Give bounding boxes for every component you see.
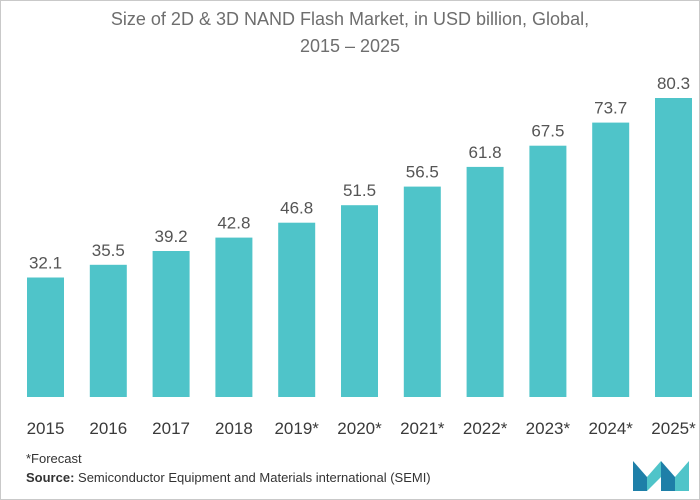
mordor-logo-icon	[633, 461, 689, 491]
x-tick-label: 2020*	[337, 419, 382, 438]
value-label: 51.5	[343, 181, 376, 200]
x-tick-label: 2023*	[526, 419, 571, 438]
value-label: 67.5	[531, 122, 564, 141]
value-label: 39.2	[155, 227, 188, 246]
x-tick-label: 2025*	[651, 419, 696, 438]
value-label: 42.8	[217, 214, 250, 233]
value-label: 56.5	[406, 163, 439, 182]
value-label: 35.5	[92, 241, 125, 260]
bar-2023*	[529, 145, 567, 397]
chart-title-line-1: Size of 2D & 3D NAND Flash Market, in US…	[110, 9, 590, 29]
bar-2016	[89, 264, 127, 397]
x-tick-label: 2021*	[400, 419, 445, 438]
bar-2022*	[466, 166, 504, 397]
value-label: 73.7	[594, 99, 627, 118]
x-tick-label: 2024*	[588, 419, 633, 438]
x-tick-label: 2017	[152, 419, 190, 438]
x-tick-label: 2018	[215, 419, 253, 438]
x-tick-label: 2016	[89, 419, 127, 438]
source-note: Source: Semiconductor Equipment and Mate…	[26, 470, 431, 485]
bar-2024*	[592, 122, 630, 397]
x-tick-label: 2015	[27, 419, 65, 438]
value-label: 32.1	[29, 254, 62, 273]
value-label: 61.8	[469, 143, 502, 162]
x-tick-label: 2022*	[463, 419, 508, 438]
bar-2015	[27, 277, 64, 397]
chart-title-line-2: 2015 – 2025	[299, 36, 401, 56]
chart-title: Size of 2D & 3D NAND Flash Market, in US…	[0, 6, 700, 60]
bar-2018	[215, 237, 253, 397]
bar-2020*	[341, 205, 378, 397]
bar-2017	[152, 251, 190, 397]
bar-chart: 32.1 2015 35.5 2016 39.2 2017 42.8 2018 46.8 2019…	[27, 74, 697, 438]
source-label: Source:	[26, 470, 75, 485]
bar-2019*	[278, 222, 316, 397]
value-label: 80.3	[657, 74, 690, 93]
source-text: Semiconductor Equipment and Materials in…	[74, 470, 431, 485]
x-tick-label: 2019*	[274, 419, 319, 438]
value-label: 46.8	[280, 199, 313, 218]
bar-2025*	[655, 98, 692, 397]
forecast-note: *Forecast	[26, 451, 82, 466]
bar-2021*	[403, 186, 441, 397]
